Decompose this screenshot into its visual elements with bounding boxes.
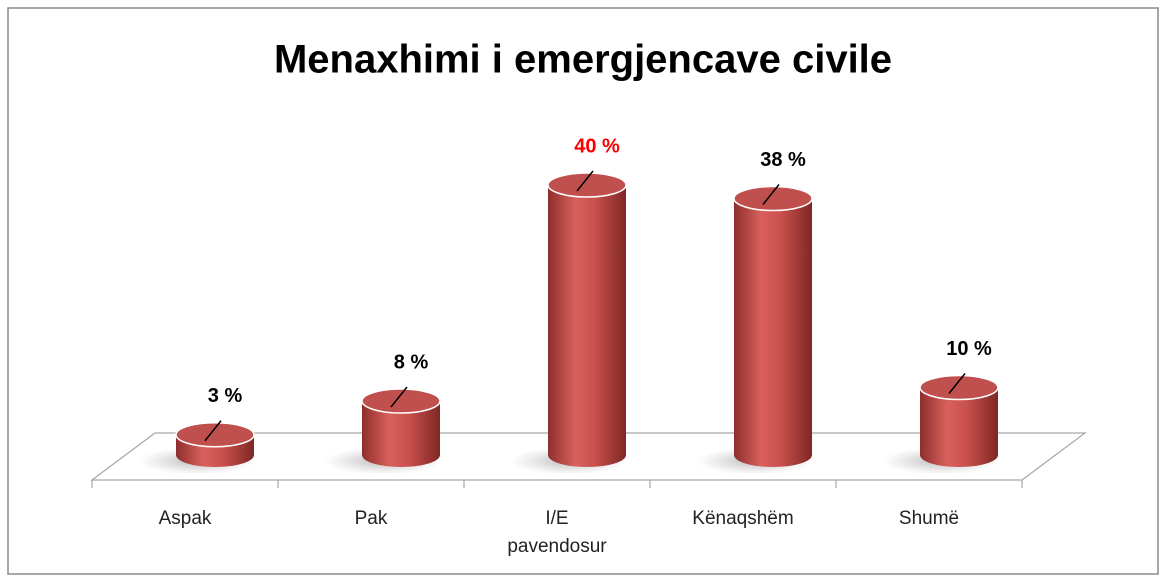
bar-top — [361, 388, 441, 414]
value-label: 3 % — [208, 385, 243, 407]
bar — [920, 387, 998, 467]
bar — [548, 185, 626, 467]
leader-line — [204, 420, 222, 442]
bar-top — [175, 422, 255, 448]
bar-top — [547, 172, 627, 198]
value-label: 10 % — [946, 338, 992, 360]
x-tick-label: I/E pavendosur — [507, 508, 607, 557]
chart-title: Menaxhimi i emergjencave civile — [274, 38, 892, 82]
bar — [362, 401, 440, 467]
value-label: 40 % — [574, 135, 620, 157]
x-tick-label: Shumë — [898, 508, 960, 529]
value-label: 38 % — [760, 149, 806, 171]
x-tick-label: Pak — [354, 508, 388, 529]
x-tick-label: Aspak — [158, 508, 212, 529]
bar-top — [733, 185, 813, 212]
leader-line — [948, 373, 966, 394]
bar — [734, 198, 812, 467]
bar-top — [919, 374, 999, 401]
leader-line — [576, 170, 594, 192]
leader-line — [762, 184, 780, 205]
x-tick-label: Kënaqshëm — [692, 508, 794, 529]
leader-line — [390, 386, 408, 408]
value-label: 8 % — [394, 351, 429, 373]
